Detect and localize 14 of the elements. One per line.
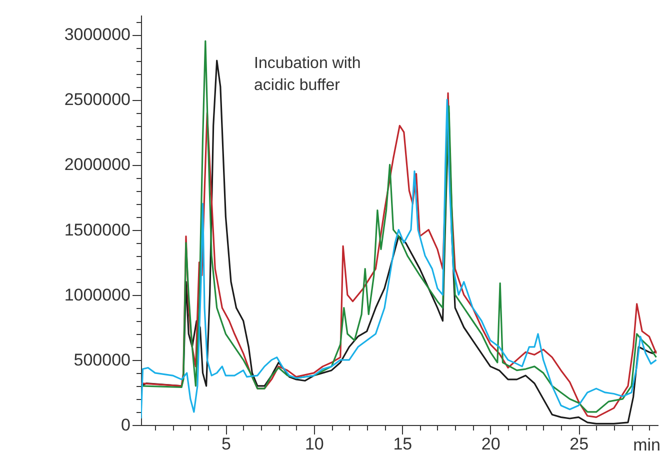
- y-tick-label: 0: [121, 416, 130, 434]
- annotation: Incubation with acidic buffer: [254, 55, 361, 94]
- y-tick-label: 2000000: [64, 155, 130, 174]
- y-tick-label: 1000000: [64, 285, 130, 304]
- x-tick-label: 5: [221, 434, 231, 454]
- x-axis-title: min: [633, 436, 660, 454]
- x-tick-label: 15: [393, 434, 412, 454]
- x-tick-label: 20: [481, 434, 500, 454]
- x-tick-label: 25: [570, 434, 589, 454]
- y-tick-label: 2500000: [64, 90, 130, 110]
- y-tick-label: 500000: [74, 350, 130, 370]
- x-tick-label: 10: [304, 434, 324, 454]
- y-tick-label: 3000000: [64, 25, 130, 44]
- y-tick-label: 1500000: [64, 220, 130, 240]
